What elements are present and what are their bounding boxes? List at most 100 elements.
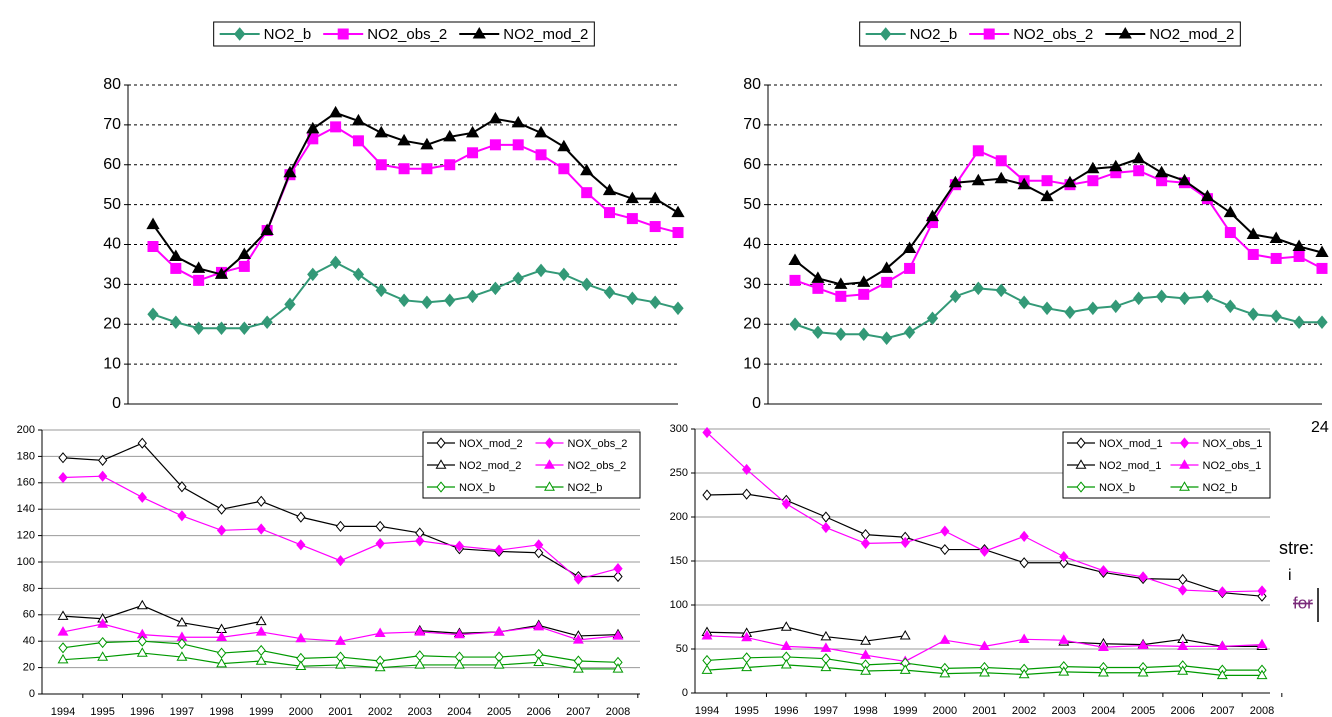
y-tick-label: 20 (103, 315, 121, 332)
data-point (1133, 291, 1145, 306)
data-point (1257, 585, 1267, 597)
data-point (860, 665, 872, 675)
legend-box (859, 21, 1241, 47)
data-point (857, 275, 871, 287)
data-point (1137, 639, 1149, 650)
data-point (335, 635, 346, 645)
data-point (295, 660, 307, 670)
data-point (295, 632, 307, 643)
y-tick-label: 40 (103, 236, 121, 253)
x-tick-label: 2000 (933, 705, 957, 717)
series-line (794, 287, 1322, 340)
data-point (899, 664, 911, 674)
data-point (994, 171, 1008, 184)
legend-marker (1075, 459, 1087, 469)
data-point (137, 635, 147, 647)
data-point (58, 471, 68, 484)
data-point (702, 426, 712, 439)
data-point (701, 664, 713, 674)
data-point (453, 628, 465, 639)
data-point (375, 520, 385, 532)
data-point (741, 652, 752, 664)
data-point (602, 183, 617, 196)
y-tick-label: 20 (743, 315, 761, 332)
legend-marker (337, 28, 349, 40)
legend-marker (1118, 26, 1132, 39)
data-point (1247, 307, 1259, 322)
data-point (1138, 571, 1148, 583)
data-point (421, 163, 433, 175)
data-point (834, 277, 848, 289)
data-point (493, 626, 505, 636)
data-point (414, 659, 426, 669)
data-point (672, 301, 684, 316)
data-point (398, 163, 410, 175)
y-tick-label: 60 (743, 156, 761, 173)
legend-label: NOX_mod_2 (459, 438, 523, 450)
data-point (625, 191, 639, 204)
data-point (925, 209, 940, 222)
y-tick-label: 100 (17, 556, 35, 568)
data-point (671, 205, 685, 218)
data-point (1018, 668, 1030, 679)
legend-label: NO2_obs_2 (367, 26, 447, 43)
data-point (881, 276, 893, 288)
legend-marker (1179, 459, 1190, 469)
data-point (1224, 227, 1236, 239)
data-point (216, 647, 227, 659)
data-point (494, 544, 504, 556)
data-point (255, 655, 267, 665)
data-point (979, 666, 990, 677)
y-tick-label: 80 (743, 76, 761, 93)
data-point (533, 620, 545, 631)
data-point (535, 263, 547, 278)
data-point (533, 656, 545, 667)
data-point (374, 125, 388, 138)
y-tick-label: 80 (103, 76, 121, 93)
legend-label: NO2_obs_2 (568, 460, 627, 472)
legend-marker (436, 437, 446, 449)
data-point (176, 651, 188, 661)
data-point (147, 307, 159, 322)
data-point (979, 640, 990, 651)
data-point (1017, 177, 1031, 190)
data-point (176, 616, 188, 627)
data-point (58, 642, 68, 654)
text-fragment: stre: (1279, 538, 1314, 558)
data-point (820, 630, 832, 641)
data-point (216, 524, 227, 536)
data-point (995, 155, 1007, 167)
y-tick-label: 120 (17, 530, 35, 542)
data-point (860, 635, 872, 645)
data-point (1217, 586, 1228, 598)
data-point (256, 495, 266, 507)
data-point (1246, 227, 1260, 240)
x-tick-label: 2005 (1131, 705, 1155, 717)
x-tick-label: 2002 (1012, 705, 1036, 717)
legend-marker (1179, 481, 1190, 491)
data-point (702, 654, 712, 667)
data-point (613, 563, 623, 575)
data-point (881, 331, 893, 345)
data-point (780, 659, 792, 669)
data-point (820, 642, 832, 652)
data-point (534, 547, 544, 559)
data-point (1098, 565, 1109, 577)
data-point (649, 295, 661, 310)
data-point (604, 207, 616, 219)
data-point (902, 241, 917, 253)
data-point (612, 663, 624, 673)
data-point (557, 139, 571, 152)
data-point (948, 175, 963, 188)
legend-marker (544, 459, 555, 469)
data-point (1201, 289, 1214, 304)
data-point (1223, 205, 1237, 218)
data-point (307, 267, 319, 282)
data-point (835, 327, 847, 341)
y-tick-label: 140 (17, 503, 35, 515)
data-point (940, 525, 950, 537)
data-point (444, 159, 456, 171)
data-point (216, 631, 228, 641)
legend-marker (983, 28, 995, 40)
